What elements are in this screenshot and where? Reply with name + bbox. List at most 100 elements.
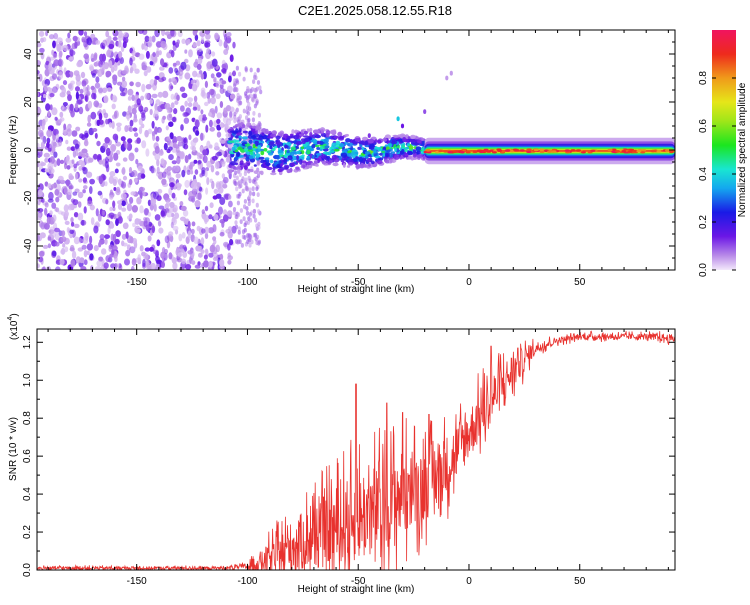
spectrogram-cell (391, 140, 398, 145)
spectrogram-cell (153, 109, 159, 117)
spectrogram-cell (238, 239, 242, 245)
spectrogram-cell (180, 205, 187, 211)
spectrogram-cell (114, 255, 118, 263)
spectrogram-cell (416, 153, 424, 159)
spectrogram-cell (255, 153, 261, 159)
spectrogram-cell (112, 36, 118, 41)
spectrogram-cell (401, 149, 405, 154)
spectrogram-cell (211, 155, 218, 161)
spectrogram-cell (65, 139, 69, 145)
spectrogram-cell (299, 160, 303, 165)
spectrogram-cell (155, 259, 161, 265)
spectrogram-cell (228, 116, 234, 121)
spectrogram-cell (247, 145, 253, 150)
spectrogram-cell (132, 222, 136, 228)
spectrogram-cell (234, 149, 239, 153)
spectrogram-cell (244, 143, 251, 147)
spectrogram-cell (248, 212, 252, 217)
spectrogram-cell (570, 149, 576, 152)
spectrogram-cell (175, 173, 181, 179)
spectrogram-cell (193, 159, 198, 164)
spectrogram-cell (238, 100, 242, 105)
spectrogram-cell (127, 138, 133, 144)
spectrogram-cell (232, 210, 236, 216)
spectrogram-cell (204, 101, 209, 107)
spectrogram-cell (72, 150, 77, 158)
spectrogram-cell (105, 70, 112, 77)
spectrogram-cell (547, 150, 553, 153)
spectrogram-cell (191, 221, 196, 227)
spectrogram-cell (243, 199, 247, 204)
spectrogram-cell (43, 152, 50, 158)
spectrogram-cell (127, 215, 132, 220)
spectrogram-cell (235, 175, 239, 181)
spectrogram-cell (169, 182, 175, 188)
spectrogram-cell (209, 144, 213, 149)
spectrogram-cell (69, 175, 74, 181)
spectrogram-cell (89, 186, 93, 194)
spectrogram-cell (237, 146, 243, 151)
spectrogram-cell (237, 169, 241, 174)
spectrogram-cell (53, 32, 59, 40)
spectrogram-cell (539, 150, 545, 153)
spectrogram-cell (194, 169, 199, 175)
spectrogram-cell (83, 250, 88, 258)
spectrogram-cell (226, 85, 233, 94)
spectrogram-cell (51, 250, 57, 257)
spectrogram-cell (250, 239, 254, 245)
spectrogram-cell (315, 164, 319, 167)
spectrogram-cell (295, 145, 299, 149)
spectrogram-cell (182, 143, 186, 149)
spectrogram-cell (235, 128, 239, 134)
spectrogram-cell (226, 37, 231, 44)
spectrogram-cell (228, 75, 232, 83)
spectrogram-cell (92, 128, 98, 132)
spectrogram-cell (359, 143, 363, 148)
spectrogram-cell (126, 111, 131, 116)
spectrogram-cell (406, 143, 411, 147)
colorbar-tick-labels: 0.0 0.2 0.4 0.6 0.8 (698, 71, 709, 277)
spectrogram-cell (335, 140, 341, 146)
snr-x-tick-label: -100 (237, 576, 257, 587)
spectrogram-cell (245, 156, 250, 162)
spectrogram-cell (75, 71, 80, 78)
spectrogram-y-tick-label: 20 (23, 96, 34, 108)
spectrogram-cell (57, 175, 64, 182)
spectrogram-cell (400, 156, 404, 159)
spectrogram-cell (443, 150, 449, 153)
spectrogram-cell (377, 147, 383, 152)
spectrogram-cell (93, 153, 98, 160)
spectrogram-cell (108, 60, 113, 69)
spectrogram-cell (49, 210, 53, 216)
spectrogram-cell (252, 191, 256, 197)
spectrogram-cell (37, 199, 41, 206)
snr-multiplier: (x104) (7, 313, 20, 340)
snr-y-tick-label: 1.2 (22, 335, 33, 349)
spectrogram-cell (219, 139, 226, 144)
spectrogram-cell (106, 87, 113, 92)
spectrogram-cell (55, 241, 60, 247)
spectrogram-cell (615, 150, 620, 153)
spectrogram-cell (261, 128, 267, 133)
spectrogram-cell (77, 191, 84, 199)
spectrogram-cell (222, 214, 229, 222)
spectrogram-cell (98, 159, 104, 165)
spectrogram-cell (237, 226, 241, 232)
spectrogram-cell (423, 109, 427, 114)
spectrogram-cell (51, 73, 58, 80)
spectrogram-cell (209, 126, 215, 132)
spectrogram-cell (44, 207, 48, 216)
spectrogram-cell (69, 204, 75, 210)
spectrogram-cell (263, 164, 267, 168)
spectrogram-cell (83, 206, 87, 214)
spectrogram-cell (106, 39, 110, 48)
spectrogram-cell (235, 186, 239, 192)
spectrogram-cell (90, 265, 94, 270)
spectrogram-cell (237, 122, 244, 127)
spectrogram-cell (452, 150, 458, 153)
spectrogram-cell (46, 142, 50, 149)
spectrogram-cell (181, 92, 188, 99)
spectrogram-cell (277, 168, 283, 173)
spectrogram-cell (104, 234, 110, 240)
spectrogram-cell (229, 238, 234, 246)
